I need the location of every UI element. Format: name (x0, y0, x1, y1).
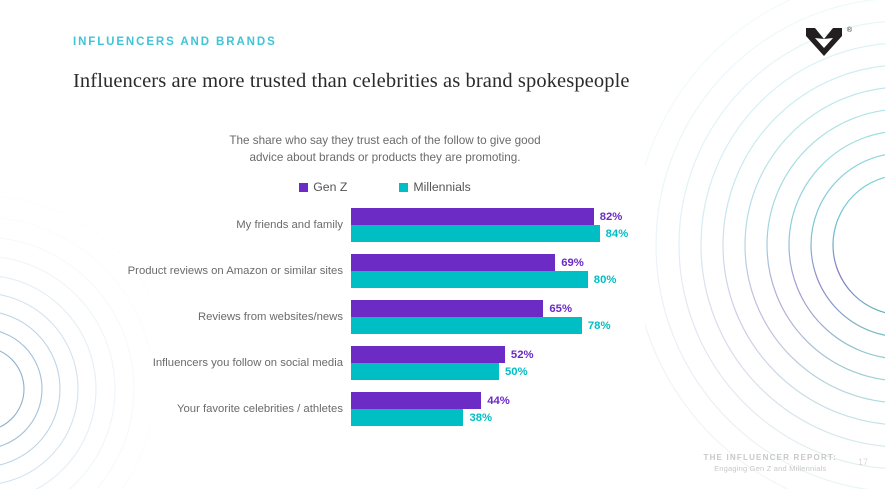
bar-value-label: 78% (587, 319, 611, 332)
chart-row: Influencers you follow on social media 52… (0, 346, 700, 384)
category-label: Reviews from websites/news (197, 311, 343, 323)
legend-swatch-millennials (399, 182, 409, 192)
bar-group: 82% 84% (351, 208, 628, 242)
bar-group: 52% 50% (351, 346, 534, 380)
footer-title: THE INFLUENCER REPORT: (703, 453, 837, 462)
legend-label-millennials: Millennials (413, 180, 471, 194)
chart-subtitle: The share who say they trust each of the… (175, 132, 595, 166)
bar-millennials[interactable]: 38% (351, 409, 492, 426)
bar-millennials[interactable]: 84% (351, 225, 628, 242)
chart-legend: Gen Z Millennials (175, 180, 595, 194)
footer-subtitle: Engaging Gen Z and Millennials (714, 464, 827, 473)
bar-value-label: 84% (605, 227, 629, 240)
chart-plot-area: My friends and family 82% 84% Product revie… (0, 207, 700, 429)
category-label: Product reviews on Amazon or similar sit… (127, 265, 343, 277)
legend-swatch-gen-z (299, 182, 309, 192)
category-label: Influencers you follow on social media (152, 357, 343, 369)
section-eyebrow: INFLUENCERS AND BRANDS (73, 36, 277, 48)
bar-gen-z[interactable]: 82% (351, 208, 622, 225)
m-chevron-logo (804, 26, 844, 56)
bar-value-label: 82% (599, 210, 623, 223)
page-title: Influencers are more trusted than celebr… (73, 70, 630, 92)
bar-gen-z[interactable]: 65% (351, 300, 572, 317)
chart-subtitle-line-1: The share who say they trust each of the… (229, 134, 541, 147)
chart-row: My friends and family 82% 84% (0, 208, 700, 246)
bar-value-label: 65% (549, 302, 573, 315)
legend-item-gen-z[interactable]: Gen Z (299, 180, 347, 194)
bar-millennials[interactable]: 78% (351, 317, 611, 334)
chart-subtitle-line-2: advice about brands or products they are… (249, 151, 521, 164)
bar-group: 44% 38% (351, 392, 510, 426)
chart-row: Reviews from websites/news 65% 78% (0, 300, 700, 338)
chart-row: Your favorite celebrities / athletes 44% 3… (0, 392, 700, 430)
legend-item-millennials[interactable]: Millennials (399, 180, 471, 194)
bar-value-label: 38% (469, 411, 493, 424)
bar-gen-z[interactable]: 44% (351, 392, 510, 409)
category-label: Your favorite celebrities / athletes (177, 403, 343, 415)
bar-value-label: 50% (505, 365, 528, 378)
page-number: 17 (857, 457, 868, 467)
bar-group: 65% 78% (351, 300, 611, 334)
bar-value-label: 80% (593, 273, 617, 286)
bar-gen-z[interactable]: 52% (351, 346, 534, 363)
bar-value-label: 52% (510, 348, 534, 361)
legend-label-gen-z: Gen Z (313, 180, 348, 194)
bar-millennials[interactable]: 80% (351, 271, 616, 288)
bar-group: 69% 80% (351, 254, 616, 288)
bar-gen-z[interactable]: 69% (351, 254, 584, 271)
chart-row: Product reviews on Amazon or similar sit… (0, 254, 700, 292)
category-label: My friends and family (236, 219, 343, 231)
trademark-symbol: ® (846, 27, 852, 34)
footer: THE INFLUENCER REPORT: Engaging Gen Z an… (703, 453, 837, 473)
bar-millennials[interactable]: 50% (351, 363, 528, 380)
chart-container: The share who say they trust each of the… (0, 132, 700, 429)
bar-value-label: 44% (487, 394, 510, 407)
bar-value-label: 69% (561, 256, 584, 269)
